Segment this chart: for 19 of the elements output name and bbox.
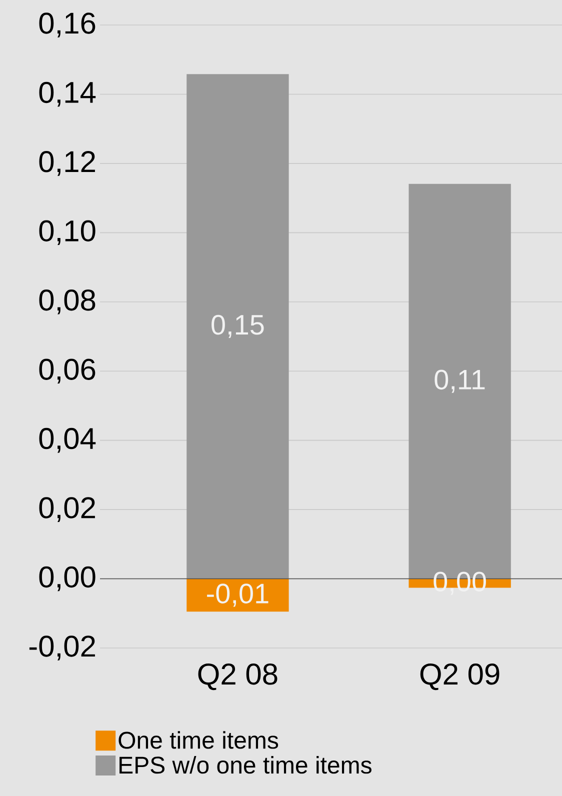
y-tick-label: 0,00 xyxy=(39,566,96,592)
y-tick-label: 0,16 xyxy=(39,12,95,38)
legend-label: EPS w/o one time items xyxy=(119,756,372,774)
y-tick-label: 0,08 xyxy=(39,289,95,314)
legend-label: One time items xyxy=(118,731,278,749)
y-tick-label: 0,14 xyxy=(39,82,96,107)
y-tick-label: 0,12 xyxy=(39,151,95,176)
x-tick-label: Q2 09 xyxy=(420,664,500,690)
bar xyxy=(186,74,289,579)
x-tick-label: Q2 08 xyxy=(198,664,278,690)
data-label: 0,15 xyxy=(211,314,264,338)
bar xyxy=(186,578,289,612)
y-tick-label: -0,02 xyxy=(29,636,95,660)
y-tick-label: 0,04 xyxy=(39,428,96,453)
data-label: 0,11 xyxy=(434,370,484,393)
y-tick-label: 0,06 xyxy=(39,358,95,384)
data-label: -0,01 xyxy=(206,584,268,607)
y-tick-label: 0,10 xyxy=(39,220,96,246)
y-tick-label: 0,02 xyxy=(39,497,95,522)
